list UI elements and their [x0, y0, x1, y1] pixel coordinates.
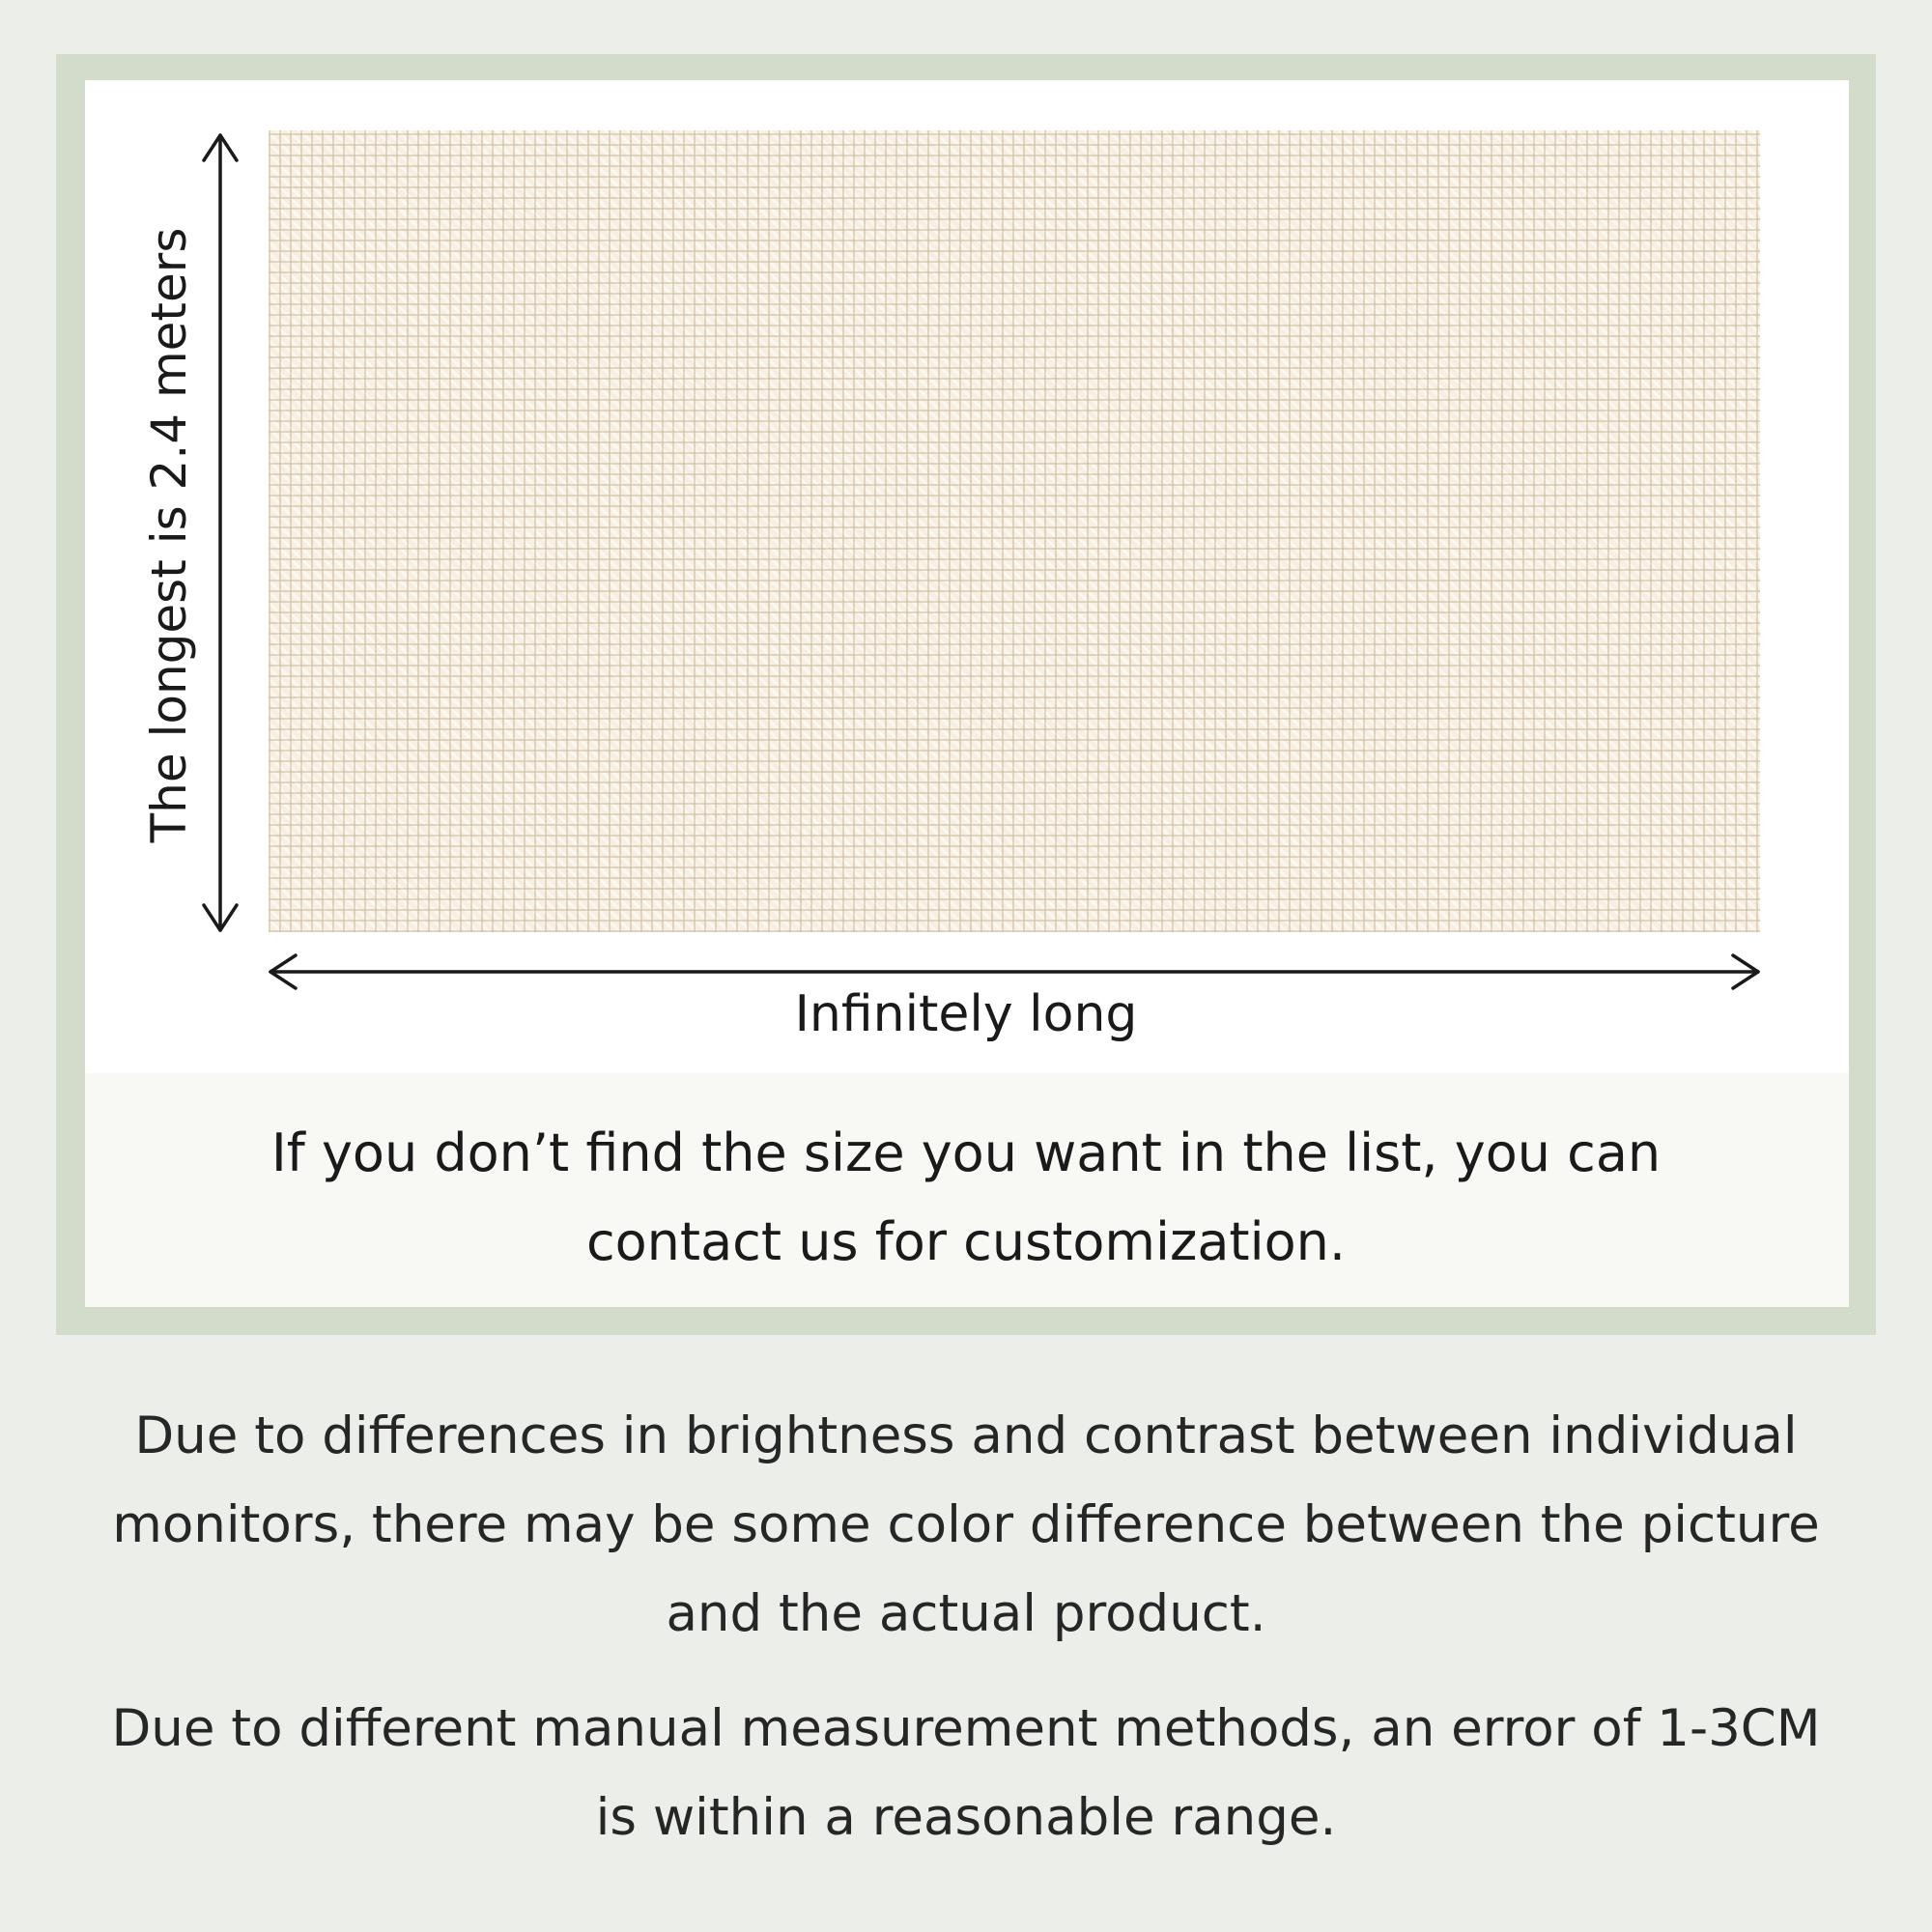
width-arrow: [269, 953, 1760, 990]
fabric-swatch-image: [269, 130, 1760, 932]
customization-note: If you don’t find the size you want in t…: [270, 1122, 1662, 1272]
height-arrow: [202, 133, 239, 932]
customization-band: [85, 1073, 1849, 1307]
color-disclaimer: Due to differences in brightness and con…: [112, 1406, 1820, 1643]
measurement-disclaimer: Due to different manual measurement meth…: [111, 1699, 1821, 1847]
height-label: The longest is 2.4 meters: [141, 227, 197, 843]
width-label: Infinitely long: [794, 985, 1138, 1043]
